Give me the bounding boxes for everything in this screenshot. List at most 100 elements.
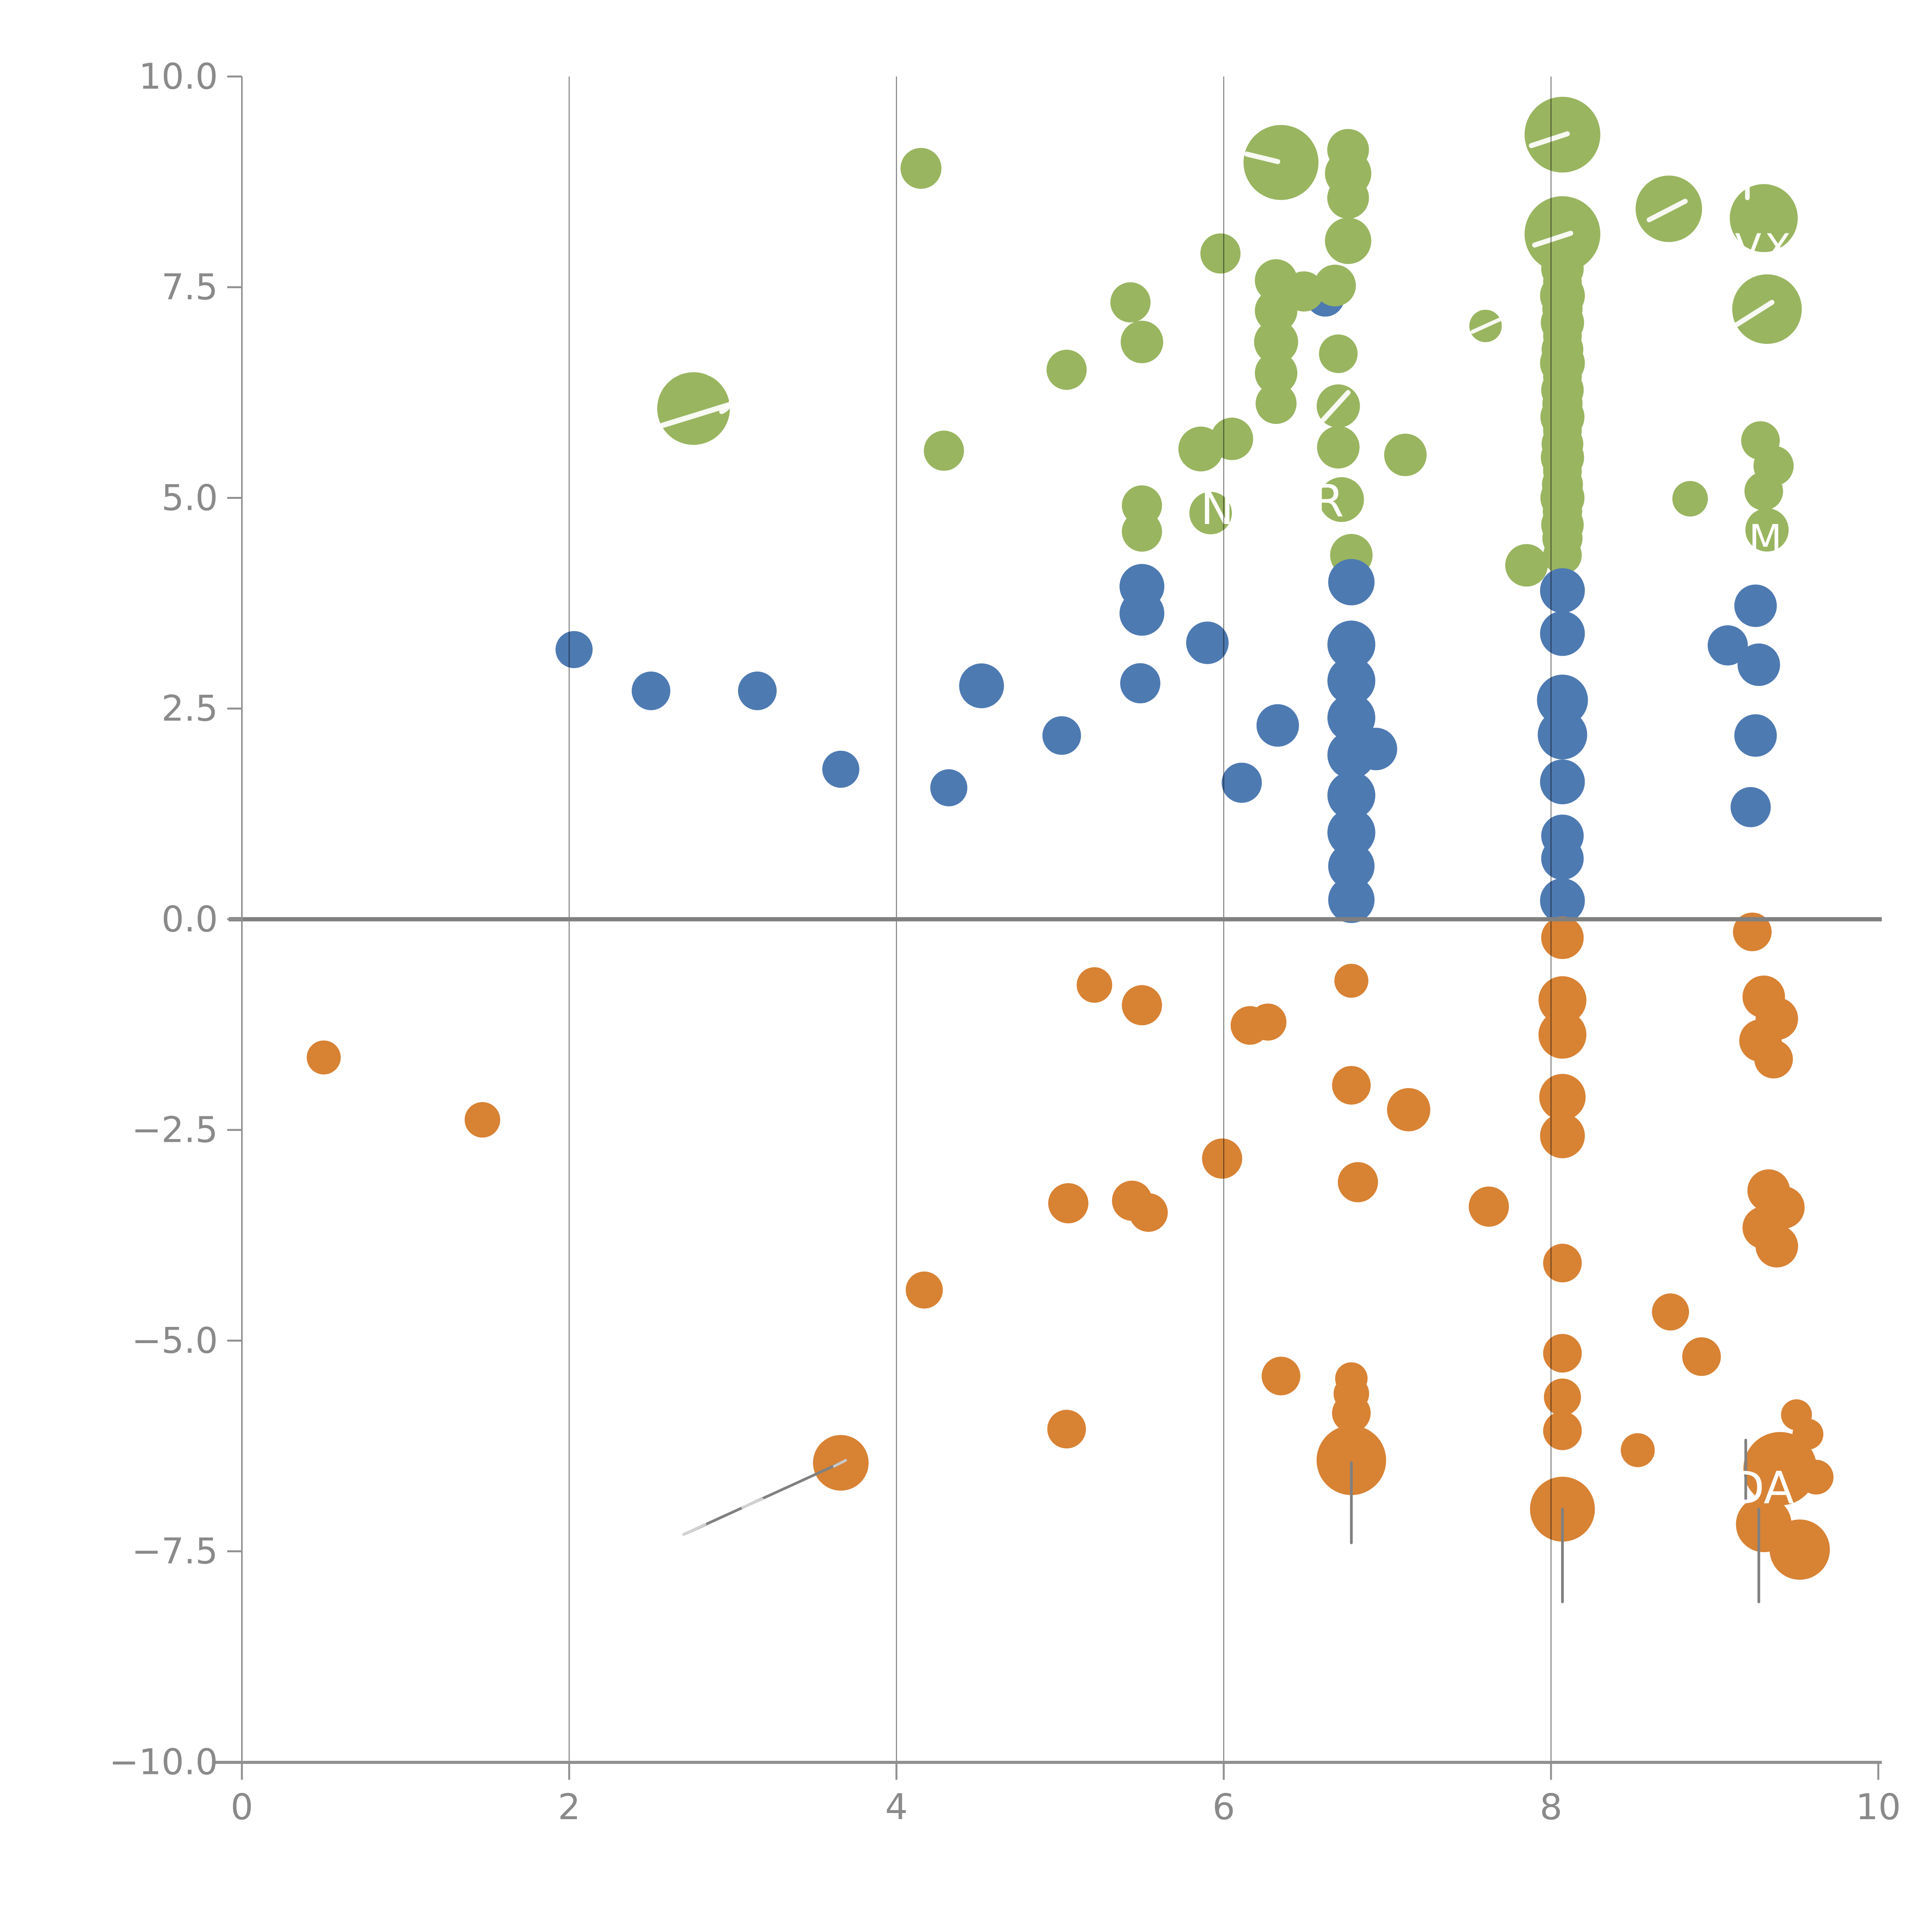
scatter-point-orange <box>1048 1183 1088 1223</box>
white-label-fragments: N R M SVX DA <box>660 131 1794 1514</box>
label-fragment-slash <box>1244 151 1281 164</box>
scatter-point-orange <box>1652 1293 1689 1331</box>
scatter-point-orange <box>1769 1519 1830 1580</box>
scatter-point-orange <box>1755 1225 1798 1268</box>
y-tick-label: 0.0 <box>162 898 218 940</box>
scatter-point-green <box>1744 472 1783 511</box>
scatter-point-blue <box>1730 787 1771 827</box>
scatter-point-green <box>923 430 964 471</box>
scatter-point-green <box>1730 184 1798 252</box>
y-tick-label: −5.0 <box>132 1320 218 1361</box>
scatter-point-blue <box>1540 878 1585 923</box>
scatter-point-orange <box>906 1271 943 1309</box>
scatter-point-blue <box>1328 876 1375 923</box>
scatter-point-orange <box>1543 1411 1582 1450</box>
label-fragment-text: R <box>1313 475 1344 527</box>
y-tick-label: −7.5 <box>132 1531 218 1572</box>
label-fragment-text: M <box>1749 516 1782 561</box>
label-fragment-slash <box>1532 231 1573 248</box>
scatter-point-blue <box>822 750 859 788</box>
scatter-point-green <box>1121 321 1163 363</box>
scatter-point-blue <box>1737 643 1780 686</box>
scatter-point-green <box>1110 282 1151 323</box>
scatter-point-blue <box>1042 716 1081 755</box>
scatter-point-orange <box>1077 967 1112 1003</box>
label-fragment-slash <box>660 402 731 428</box>
scatter-point-green <box>1211 417 1253 460</box>
scatter-point-orange <box>1249 1003 1287 1041</box>
scatter-point-green <box>1255 383 1297 424</box>
scatter-point-orange <box>1754 1040 1793 1078</box>
scatter-point-orange <box>1682 1337 1721 1376</box>
scatter-point-orange <box>1387 1088 1430 1131</box>
scatter-point-green <box>1314 264 1356 306</box>
scatter-point-orange <box>1733 912 1772 951</box>
leader-line <box>833 1459 847 1468</box>
label-fragment-slash <box>1529 131 1570 148</box>
scatter-point-blue <box>1186 621 1229 664</box>
label-fragment-slash <box>1733 300 1775 328</box>
scatter-point-blue <box>1119 591 1165 636</box>
scatter-point-orange <box>1316 1425 1386 1495</box>
tick-labels: 0 2 4 6 8 10 10.0 7.5 5.0 2.5 0.0 −2.5 −5.0 −7.5 −10.0 <box>109 56 1901 1828</box>
scatter-point-orange <box>1544 1378 1581 1416</box>
scatter-point-orange <box>306 1040 341 1075</box>
scatter-point-orange <box>1743 1432 1817 1505</box>
scatter-point-blue <box>1537 674 1588 726</box>
label-fragment-arc <box>707 371 736 414</box>
scatter-point-blue <box>1327 694 1376 742</box>
scatter-point-blue <box>1354 728 1397 770</box>
scatter-point-blue <box>1327 656 1376 705</box>
scatter-point-green <box>1122 511 1162 552</box>
y-tick-label: 7.5 <box>162 267 218 308</box>
scatter-points-green <box>657 97 1802 587</box>
scatter-point-green <box>1745 508 1789 552</box>
scatter-point-blue <box>1541 837 1584 880</box>
scatter-point-blue <box>1734 714 1777 757</box>
label-fragment-slash <box>1646 199 1688 223</box>
scatter-point-green <box>1243 125 1319 200</box>
leader-line <box>682 1523 707 1536</box>
scatter-point-orange <box>1543 1334 1582 1373</box>
scatter-point-green <box>1542 518 1583 559</box>
scatter-point-blue <box>631 671 670 710</box>
scatter-point-blue <box>1256 704 1299 747</box>
scatter-point-orange <box>1334 964 1369 998</box>
scatter-point-green <box>1732 274 1802 344</box>
scatter-point-orange <box>464 1102 500 1138</box>
scatter-point-orange <box>1129 1193 1168 1232</box>
scatter-point-blue <box>1327 621 1376 668</box>
scatter-point-green <box>1327 177 1369 219</box>
scatter-point-green <box>1319 334 1358 373</box>
scatter-point-orange <box>1799 1459 1834 1495</box>
scatter-point-orange <box>1621 1433 1655 1467</box>
scatter-point-green <box>1284 271 1324 312</box>
scatter-point-blue <box>1540 611 1585 656</box>
label-fragment-text: DA <box>1730 1462 1794 1514</box>
scatter-point-orange <box>1262 1357 1301 1396</box>
scatter-point-green <box>1255 352 1298 395</box>
scatter-point-orange <box>1541 917 1584 959</box>
scatter-point-green <box>900 148 942 189</box>
label-fragment-slash <box>1321 390 1351 422</box>
y-tick-label: −2.5 <box>132 1109 218 1151</box>
scatter-point-orange <box>1538 1010 1587 1059</box>
scatter-point-green <box>1317 426 1360 469</box>
scatter-point-green <box>1200 233 1241 274</box>
scatter-point-orange <box>1202 1138 1242 1179</box>
scatter-point-orange <box>1338 1162 1378 1202</box>
scatter-point-green <box>1046 350 1087 390</box>
scatter-point-green <box>1325 218 1371 264</box>
scatter-point-orange <box>1047 1410 1086 1449</box>
y-tick-label: 10.0 <box>139 56 218 97</box>
scatter-point-blue <box>1537 710 1587 760</box>
scatter-point-orange <box>1543 1243 1582 1282</box>
scatter-point-blue <box>555 631 593 668</box>
scatter-point-blue <box>1328 559 1375 605</box>
scatter-point-green <box>1505 544 1548 587</box>
x-tick-label: 0 <box>231 1786 253 1828</box>
label-fragment-text: N <box>1201 483 1234 535</box>
scatter-point-blue <box>1540 759 1585 804</box>
scatter-point-blue <box>1120 663 1160 704</box>
scatter-point-blue <box>1328 843 1375 889</box>
